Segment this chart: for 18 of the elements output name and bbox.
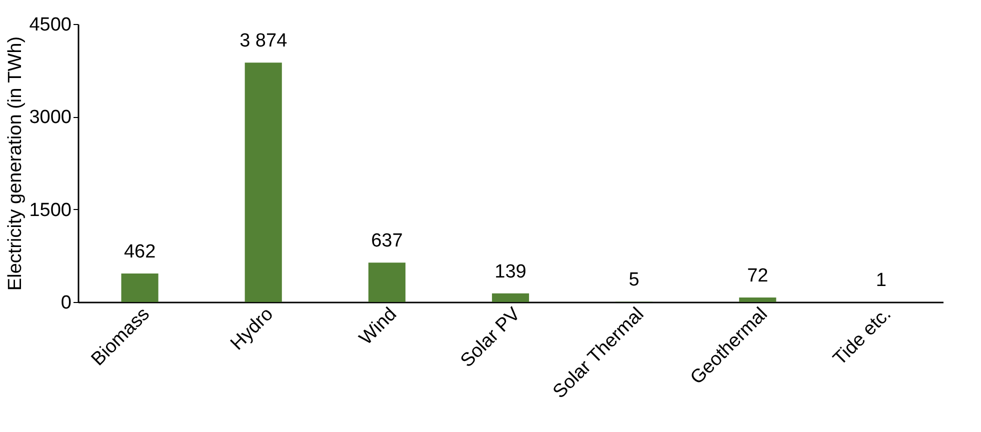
y-tick-label: 4500 [29,14,72,36]
data-label: 1 [876,270,887,291]
data-label: 637 [371,230,403,252]
data-label: 3 874 [240,30,288,52]
data-label: 139 [494,261,526,282]
bar [492,293,530,302]
bar [244,62,282,302]
data-label: 462 [124,241,156,262]
y-tick-label: 0 [60,292,72,314]
data-label: 72 [747,266,768,287]
y-axis-title: Electricity generation (in TWh) [5,36,26,291]
y-tick-label: 3000 [29,107,72,128]
x-tick-label: Tide etc. [829,304,896,370]
bar [739,298,776,302]
bar [121,273,158,302]
bar [368,262,406,302]
data-label: 5 [628,270,640,291]
y-tick-label: 1500 [29,200,72,221]
